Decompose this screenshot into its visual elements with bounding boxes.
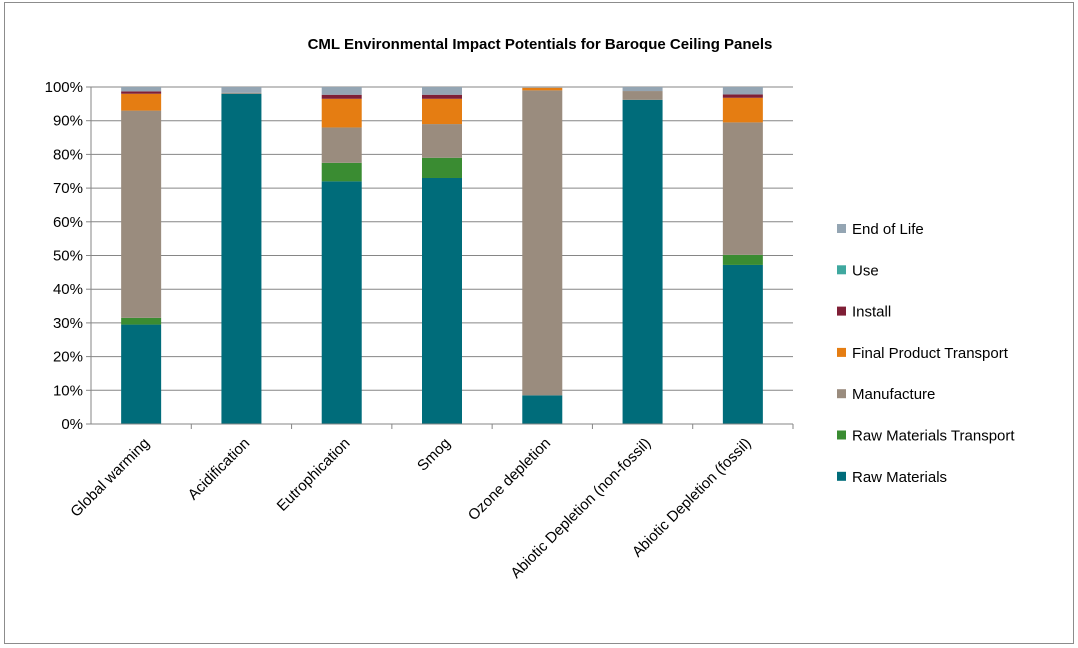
bar-segment — [321, 87, 362, 95]
bar-segment — [422, 124, 462, 158]
bar-segment — [221, 93, 262, 425]
bar-segment — [522, 87, 563, 88]
bar-segment — [522, 87, 563, 91]
bar-segment — [622, 91, 663, 100]
legend-label: Install — [852, 304, 891, 321]
bar-segment — [121, 324, 162, 424]
legend-swatch — [837, 471, 846, 481]
bar-segment — [121, 317, 162, 325]
bar-segment — [321, 162, 362, 182]
bar-segment — [722, 97, 763, 123]
bar-segment — [722, 254, 763, 265]
bar-segment — [422, 87, 462, 95]
x-category-label: Global warming — [67, 435, 153, 521]
y-tick-label: 90% — [53, 113, 83, 130]
y-tick-label: 0% — [61, 416, 83, 433]
bar-segment — [221, 87, 262, 93]
bar-segment — [622, 99, 663, 424]
legend: End of Life Use Install Final Product Trans… — [837, 221, 1015, 486]
y-tick-label: 100% — [45, 79, 83, 96]
legend-swatch — [837, 389, 846, 399]
x-axis-labels: Global warming Acidification Eutrophicatio… — [67, 435, 754, 582]
legend-label: Raw Materials Transport — [852, 428, 1015, 445]
legend-swatch — [837, 265, 846, 275]
bar-segment — [622, 87, 663, 92]
bar-segment — [722, 122, 763, 255]
x-category-label: Smog — [414, 435, 454, 475]
bar-segment — [422, 157, 462, 178]
bars — [121, 87, 763, 425]
legend-swatch — [837, 224, 846, 233]
bar-segment — [722, 94, 763, 98]
legend-label: Manufacture — [852, 386, 935, 403]
y-tick-label: 50% — [53, 248, 83, 265]
y-tick-label: 10% — [53, 382, 83, 399]
bar-segment — [722, 87, 763, 95]
x-category-label: Acidification — [185, 435, 254, 504]
bar-segment — [722, 264, 763, 424]
bar-segment — [321, 181, 362, 424]
chart-title: CML Environmental Impact Potentials for … — [308, 36, 773, 53]
legend-label: Use — [852, 262, 879, 279]
y-tick-label: 70% — [53, 180, 83, 197]
bar-segment — [321, 127, 362, 163]
axes — [90, 87, 794, 429]
bar-segment — [522, 90, 563, 396]
bar-segment — [422, 177, 462, 424]
y-tick-label: 30% — [53, 315, 83, 332]
bar-segment — [121, 110, 162, 318]
bar-segment — [321, 94, 362, 99]
legend-swatch — [837, 306, 846, 316]
legend-label: Raw Materials — [852, 469, 947, 486]
bar-segment — [522, 395, 563, 424]
bar-segment — [121, 93, 162, 111]
y-tick-label: 40% — [53, 281, 83, 298]
bar-segment — [422, 94, 462, 99]
y-tick-label: 80% — [53, 146, 83, 163]
y-axis-ticks: 0% 10% 20% 30% 40% 50% 60% 70% 80% 90% 100% — [45, 79, 91, 433]
y-tick-label: 60% — [53, 214, 83, 231]
legend-label: End of Life — [852, 221, 924, 238]
legend-swatch — [837, 430, 846, 440]
x-category-label: Abiotic Depletion (fossil) — [629, 435, 755, 561]
legend-swatch — [837, 347, 846, 357]
x-category-label: Ozone depletion — [465, 435, 554, 524]
bar-segment — [321, 98, 362, 128]
x-category-label: Eutrophication — [274, 435, 354, 515]
bar-segment — [121, 87, 162, 92]
bar-segment — [422, 98, 462, 125]
y-tick-label: 20% — [53, 349, 83, 366]
legend-label: Final Product Transport — [852, 345, 1009, 362]
bar-segment — [121, 91, 162, 94]
bar-segment — [221, 92, 262, 94]
